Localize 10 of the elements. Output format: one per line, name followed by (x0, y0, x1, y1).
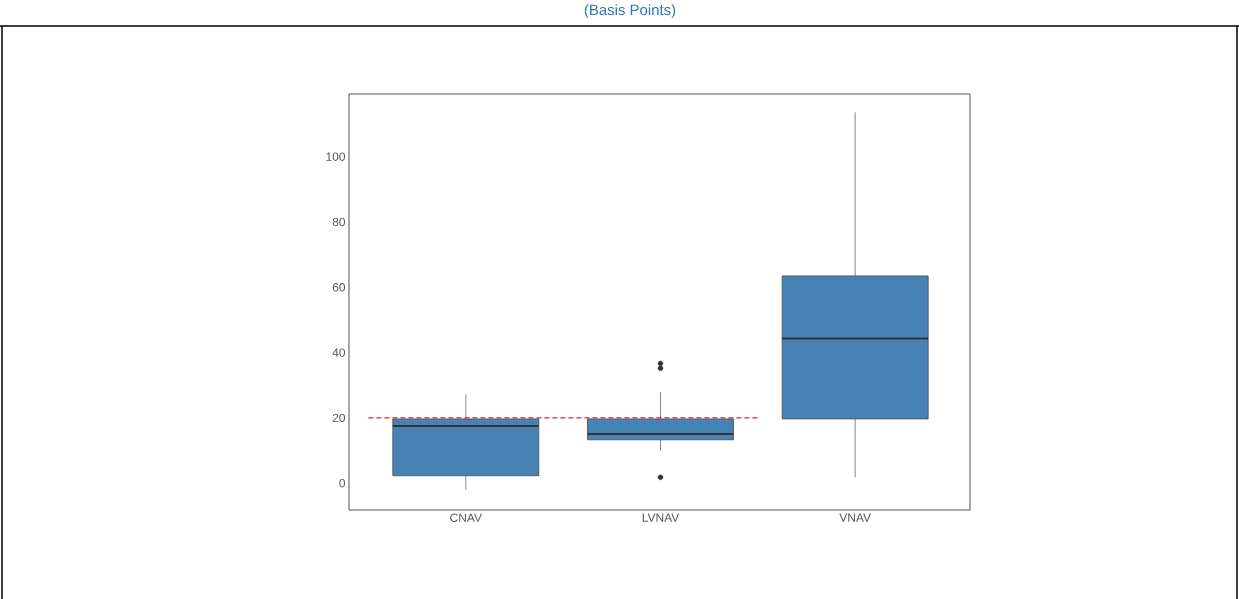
x-tick-label: VNAV (839, 513, 871, 522)
y-tick-label: 80 (332, 217, 346, 227)
chart-title: (Basis Points) (584, 4, 676, 19)
y-tick-label: 0 (339, 478, 346, 488)
y-tick-label: 60 (332, 283, 346, 292)
y-tick-label: 20 (332, 413, 346, 423)
x-tick-label: CNAV (450, 513, 482, 522)
y-tick-label: 100 (326, 152, 346, 161)
x-tick-label: LVNAV (642, 513, 680, 522)
y-tick-label: 40 (332, 348, 346, 357)
